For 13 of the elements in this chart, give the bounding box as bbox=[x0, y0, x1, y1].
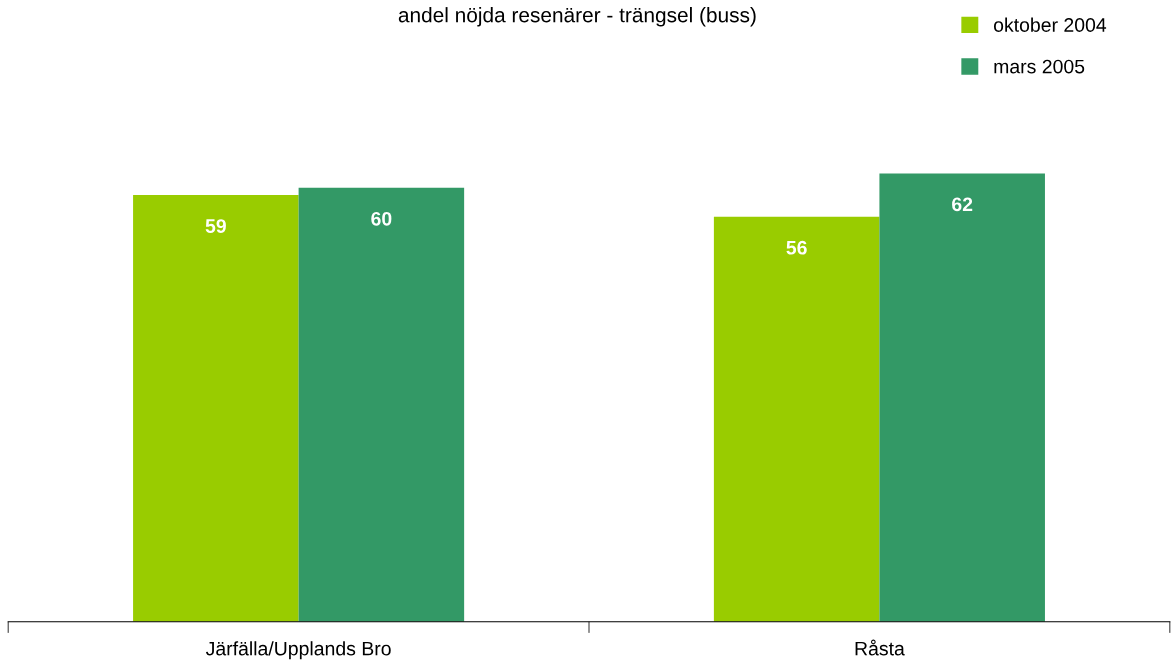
x-tick-label: Råsta bbox=[855, 639, 905, 656]
legend-label: oktober 2004 bbox=[993, 17, 1107, 32]
data-label: 59 bbox=[205, 219, 226, 233]
bar bbox=[713, 216, 880, 622]
data-label: 60 bbox=[371, 211, 392, 226]
data-label: 62 bbox=[952, 197, 973, 212]
bar bbox=[298, 187, 465, 622]
chart-title: andel nöjda resenärer - trängsel (buss) bbox=[398, 7, 756, 27]
data-label: 56 bbox=[786, 240, 807, 255]
bar bbox=[133, 195, 299, 622]
bar bbox=[879, 173, 1045, 622]
legend-label: mars 2005 bbox=[994, 59, 1085, 74]
x-tick-label: Järfälla/Upplands Bro bbox=[205, 641, 391, 660]
